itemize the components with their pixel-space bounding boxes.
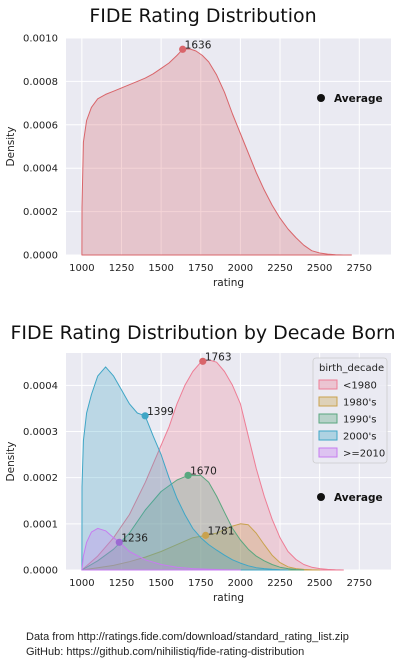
chart2-x-axis-label: rating (213, 592, 244, 604)
chart2-legend-item-1: <1980 (343, 381, 377, 392)
chart1-average-label: 1636 (185, 39, 212, 51)
chart2-average-label: 1763 (205, 351, 232, 363)
chart2-legend-swatch-5 (318, 447, 338, 458)
chart1-y-tick-label: 0.0008 (23, 77, 58, 88)
chart2-legend-title: birth_decade (319, 363, 384, 374)
chart1-average-marker (317, 94, 325, 102)
chart2-x-tick-label: 1750 (188, 578, 213, 589)
chart1-x-tick-label: 2000 (228, 263, 253, 274)
chart2-x-tick-label: 1000 (69, 578, 94, 589)
chart2-y-tick-label: 0.0000 (23, 566, 58, 577)
chart1-y-tick-label: 0.0002 (23, 207, 58, 218)
chart1-y-tick-label: 0.0004 (23, 164, 58, 175)
chart2-legend-swatch-2 (318, 396, 338, 407)
chart2-y-tick-label: 0.0002 (23, 473, 58, 484)
chart1-average-point (179, 45, 187, 53)
chart2-y-tick-label: 0.0004 (23, 381, 58, 392)
chart2-average-label: 1399 (147, 406, 174, 418)
chart2-average-point (115, 538, 123, 546)
chart1-x-tick-label: 2750 (347, 263, 372, 274)
chart2-average-point (184, 471, 192, 479)
chart2-x-tick-label: 2000 (228, 578, 253, 589)
chart1-y-axis-label: Density (5, 127, 17, 167)
chart1-average-marker-label: Average (334, 93, 383, 105)
chart2-average-label: 1781 (208, 525, 235, 537)
chart2-average-point (202, 531, 210, 539)
chart1-x-tick-label: 1500 (148, 263, 173, 274)
footer-data-source: Data from http://ratings.fide.com/downlo… (26, 631, 349, 643)
chart1-title: FIDE Rating Distribution (89, 5, 316, 27)
chart2-series-area-1 (81, 359, 344, 571)
chart1-x-tick-label: 2500 (307, 263, 332, 274)
chart2-series-area-4 (81, 366, 289, 571)
footer-github-link[interactable]: GitHub: https://github.com/nihilistiq/fi… (26, 646, 305, 658)
chart2-average-label: 1670 (190, 465, 217, 477)
chart1-y-tick-label: 0.0000 (23, 251, 58, 262)
chart1-y-tick-label: 0.0010 (23, 34, 58, 45)
chart2-average-label: 1236 (121, 532, 148, 544)
chart1-plot-background (66, 38, 391, 255)
chart1-x-tick-label: 2250 (267, 263, 292, 274)
footer: Data from http://ratings.fide.com/downlo… (26, 630, 349, 660)
chart2-series-area-5 (81, 527, 241, 571)
chart1-series-area-1 (81, 48, 352, 256)
chart2-y-axis-label: Density (5, 442, 17, 482)
chart2-average-marker (317, 493, 325, 501)
chart2-average-point (141, 412, 149, 420)
chart2-x-tick-label: 1250 (109, 578, 134, 589)
chart2-average-marker-label: Average (334, 492, 383, 504)
chart2-legend-box (312, 357, 388, 464)
chart2-series-area-3 (81, 474, 305, 571)
chart2-legend-item-5: >=2010 (343, 449, 385, 460)
chart1-x-tick-label: 1750 (188, 263, 213, 274)
chart1-y-tick-label: 0.0006 (23, 120, 58, 131)
chart2-legend-item-4: 2000's (343, 432, 376, 443)
chart2-legend-swatch-1 (318, 379, 338, 390)
chart2-x-tick-label: 2250 (267, 578, 292, 589)
chart2-y-tick-label: 0.0001 (23, 519, 58, 530)
chart1-x-tick-label: 1000 (69, 263, 94, 274)
chart2-x-tick-label: 2500 (307, 578, 332, 589)
chart-canvas: FIDE Rating Distribution 1000 1250 1500 1750… (5, 5, 396, 604)
chart2-title: FIDE Rating Distribution by Decade Born (10, 322, 395, 344)
chart2-x-tick-label: 2750 (347, 578, 372, 589)
chart2-legend-swatch-4 (318, 430, 338, 441)
chart2-average-point (199, 357, 207, 365)
chart2-legend-item-3: 1990's (343, 415, 376, 426)
chart2-legend-item-2: 1980's (343, 398, 376, 409)
chart2-y-tick-label: 0.0003 (23, 427, 58, 438)
chart1-x-tick-label: 1250 (109, 263, 134, 274)
chart2-x-tick-label: 1500 (148, 578, 173, 589)
chart1-x-axis-label: rating (213, 277, 244, 289)
chart2-legend-swatch-3 (318, 413, 338, 424)
